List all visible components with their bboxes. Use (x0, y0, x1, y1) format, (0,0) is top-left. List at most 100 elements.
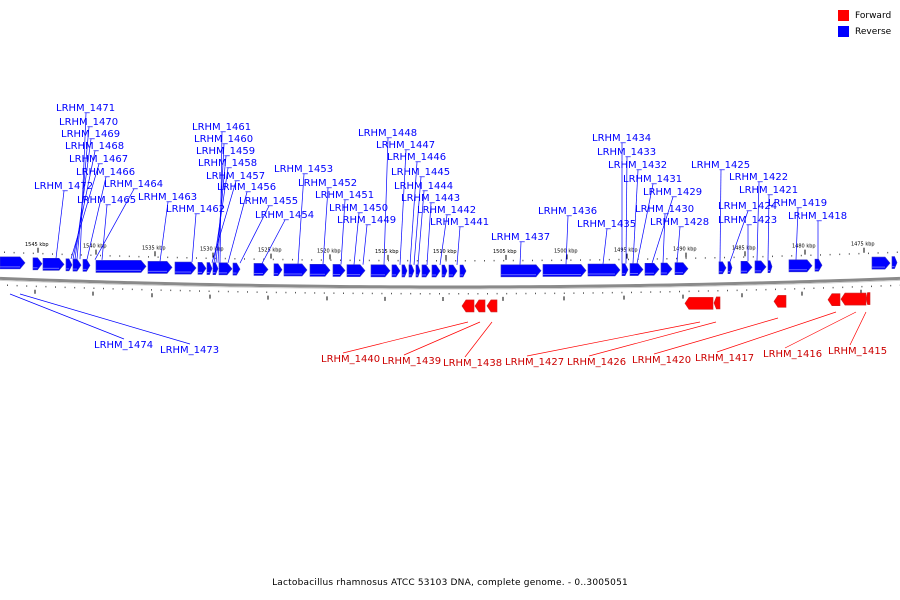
reverse-gene-label[interactable]: LRHM_1474 (94, 340, 153, 351)
reverse-gene-label[interactable]: LRHM_1460 (194, 134, 253, 145)
reverse-gene-label[interactable]: LRHM_1457 (206, 171, 265, 182)
reverse-gene-label[interactable]: LRHM_1468 (65, 141, 124, 152)
minor-tick-bottom (323, 292, 325, 294)
forward-gene-label[interactable]: LRHM_1427 (505, 357, 564, 368)
reverse-gene-label[interactable]: LRHM_1467 (69, 154, 128, 165)
reverse-gene-label[interactable]: LRHM_1441 (430, 217, 489, 228)
reverse-gene-label[interactable]: LRHM_1445 (391, 167, 450, 178)
reverse-leader (439, 214, 448, 266)
reverse-gene-label[interactable]: LRHM_1442 (417, 205, 476, 216)
reverse-gene-label[interactable]: LRHM_1453 (274, 164, 333, 175)
minor-tick-top (743, 256, 745, 258)
forward-gene-arrow[interactable] (773, 295, 787, 308)
reverse-gene-label[interactable]: LRHM_1429 (643, 187, 702, 198)
reverse-gene-label[interactable]: LRHM_1455 (239, 196, 298, 207)
forward-gene-arrow[interactable] (865, 292, 871, 305)
forward-gene-label[interactable]: LRHM_1415 (828, 346, 887, 357)
minor-tick-bottom (429, 293, 431, 295)
reverse-leader (94, 188, 135, 260)
minor-tick-bottom (631, 291, 632, 294)
scale-label: 1545 kbp (25, 242, 49, 248)
reverse-gene-label[interactable]: LRHM_1461 (192, 122, 251, 133)
reverse-gene-label[interactable]: LRHM_1431 (623, 174, 682, 185)
minor-tick-bottom (554, 292, 556, 295)
minor-tick-top (224, 257, 226, 260)
reverse-gene-label[interactable]: LRHM_1472 (34, 181, 93, 192)
minor-tick-bottom (208, 290, 210, 292)
reverse-gene-label[interactable]: LRHM_1419 (768, 198, 827, 209)
reverse-gene-label[interactable]: LRHM_1463 (138, 192, 197, 203)
reverse-leader (625, 156, 628, 264)
reverse-gene-label[interactable]: LRHM_1428 (650, 217, 709, 228)
reverse-gene-label[interactable]: LRHM_1454 (255, 210, 314, 221)
forward-gene-label[interactable]: LRHM_1440 (321, 354, 380, 365)
reverse-gene-label[interactable]: LRHM_1433 (597, 147, 656, 158)
reverse-gene-label[interactable]: LRHM_1424 (718, 201, 777, 212)
reverse-gene-label[interactable]: LRHM_1432 (608, 160, 667, 171)
reverse-gene-label[interactable]: LRHM_1446 (387, 152, 446, 163)
reverse-gene-label[interactable]: LRHM_1456 (217, 182, 276, 193)
reverse-gene-label[interactable]: LRHM_1421 (739, 185, 798, 196)
reverse-gene-label[interactable]: LRHM_1423 (718, 215, 777, 226)
reverse-gene-label[interactable]: LRHM_1469 (61, 129, 120, 140)
minor-tick-top (599, 259, 601, 261)
forward-gene-label[interactable]: LRHM_1420 (632, 355, 691, 366)
reverse-gene-label[interactable]: LRHM_1430 (635, 204, 694, 215)
minor-tick-top (436, 260, 437, 262)
forward-gene-label[interactable]: LRHM_1439 (382, 356, 441, 367)
reverse-gene-label[interactable]: LRHM_1418 (788, 211, 847, 222)
reverse-gene-label[interactable]: LRHM_1447 (376, 140, 435, 151)
forward-gene-arrow[interactable] (486, 299, 498, 313)
forward-gene-label[interactable]: LRHM_1417 (695, 353, 754, 364)
reverse-gene-arrow[interactable] (0, 256, 26, 270)
reverse-gene-label[interactable]: LRHM_1473 (160, 345, 219, 356)
forward-gene-label[interactable]: LRHM_1438 (443, 358, 502, 369)
reverse-gene-label[interactable]: LRHM_1464 (104, 179, 163, 190)
minor-tick-top (455, 260, 457, 262)
reverse-leader (565, 215, 569, 265)
reverse-leader (383, 137, 389, 265)
reverse-gene-label[interactable]: LRHM_1471 (56, 103, 115, 114)
minor-tick-bottom (93, 287, 95, 289)
minor-tick-bottom (247, 291, 248, 293)
forward-gene-arrow[interactable] (827, 293, 841, 307)
reverse-leader (602, 228, 608, 265)
minor-tick-top (138, 255, 140, 258)
reverse-gene-label[interactable]: LRHM_1443 (401, 193, 460, 204)
forward-gene-label[interactable]: LRHM_1416 (763, 349, 822, 360)
forward-gene-arrow[interactable] (474, 299, 486, 313)
reverse-gene-label[interactable]: LRHM_1470 (59, 117, 118, 128)
reverse-gene-label[interactable]: LRHM_1449 (337, 215, 396, 226)
reverse-leader (676, 226, 681, 263)
minor-tick-bottom (227, 290, 229, 293)
reverse-gene-label[interactable]: LRHM_1425 (691, 160, 750, 171)
forward-gene-arrow[interactable] (713, 296, 721, 310)
scale-label: 1515 kbp (375, 249, 399, 255)
reverse-leader (362, 224, 368, 265)
reverse-gene-label[interactable]: LRHM_1448 (358, 128, 417, 139)
reverse-gene-label[interactable]: LRHM_1434 (592, 133, 651, 144)
gene-features[interactable] (0, 256, 898, 313)
forward-gene-label[interactable]: LRHM_1426 (567, 357, 626, 368)
forward-leader (526, 321, 701, 357)
reverse-gene-label[interactable]: LRHM_1422 (729, 172, 788, 183)
reverse-gene-label[interactable]: LRHM_1462 (166, 204, 225, 215)
reverse-gene-label[interactable]: LRHM_1435 (577, 219, 636, 230)
reverse-gene-label[interactable]: LRHM_1452 (298, 178, 357, 189)
reverse-gene-label[interactable]: LRHM_1451 (315, 190, 374, 201)
forward-gene-arrow[interactable] (840, 292, 867, 306)
reverse-gene-label[interactable]: LRHM_1450 (329, 203, 388, 214)
forward-gene-arrow[interactable] (461, 299, 475, 313)
forward-gene-arrow[interactable] (684, 297, 714, 310)
reverse-gene-label[interactable]: LRHM_1458 (198, 158, 257, 169)
minor-tick-top (532, 259, 533, 262)
reverse-gene-label[interactable]: LRHM_1465 (77, 195, 136, 206)
minor-tick-top (733, 256, 735, 259)
reverse-gene-label[interactable]: LRHM_1459 (196, 146, 255, 157)
reverse-gene-label[interactable]: LRHM_1436 (538, 206, 597, 217)
reverse-gene-label[interactable]: LRHM_1466 (76, 167, 135, 178)
minor-tick-bottom (803, 287, 805, 290)
reverse-gene-label[interactable]: LRHM_1437 (491, 232, 550, 243)
reverse-gene-label[interactable]: LRHM_1444 (394, 181, 453, 192)
